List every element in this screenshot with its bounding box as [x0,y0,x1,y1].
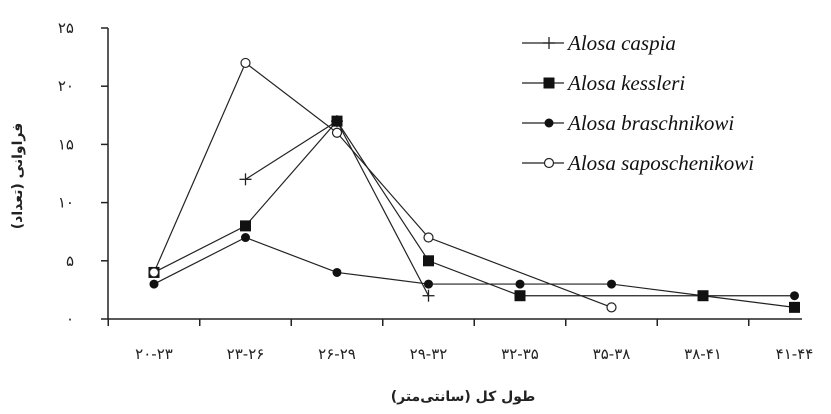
x-axis-title: طول کل (سانتی‌متر) [391,389,536,405]
circle-marker [332,267,342,277]
y-tick-label: ۱۰ [58,194,74,212]
y-tick-label: ۲۵ [58,19,74,37]
y-tick-label: ۱۵ [58,135,74,153]
circle-marker [698,291,708,301]
x-tick-label: ۲۳-۲۶ [227,345,265,363]
series-line-alosa-braschnikowi [153,236,795,297]
y-tick-label: ۲۰ [58,77,74,95]
square-marker [423,255,434,267]
square-marker [514,290,526,302]
y-tick-label: ۵ [66,252,74,270]
square-marker [789,301,800,313]
circle-marker [790,291,799,301]
plus-marker [239,173,252,186]
open-circle-marker [331,127,343,138]
x-tick-label: ۲۹-۳۲ [410,345,448,363]
circle-marker [149,279,159,289]
x-tick-label: ۳۸-۴۱ [684,345,722,363]
plus-marker [422,289,435,302]
series-markers [148,57,800,313]
y-ticks: ۰ ۵ ۱۰ ۱۵ ۲۰ ۲۵ [58,19,108,328]
open-circle-marker [148,267,160,278]
x-tick-label: ۴۱-۴۴ [776,345,814,363]
square-marker [331,115,343,127]
open-circle-marker [240,57,251,69]
legend-label: Alosa kessleri [566,71,685,95]
y-tick-label: ۰ [66,310,74,328]
square-marker [240,220,251,232]
open-circle-marker [606,302,617,313]
x-tick-label: ۲۰-۲۳ [135,345,173,363]
series-line-alosa-saposchenikowi [153,61,612,308]
open-circle-marker [543,157,555,169]
circle-marker [515,279,525,289]
x-tick-label: ۲۶-۲۹ [318,345,356,363]
legend-label: Alosa caspia [566,31,676,55]
x-ticks: ۲۰-۲۳ ۲۳-۲۶ ۲۶-۲۹ ۲۹-۳۲ ۳۲-۳۵ ۳۵-۳۸ ۳۸-۴۱ ۴۱-۴۴ [107,319,814,363]
circle-marker [544,118,554,128]
circle-marker [241,233,250,243]
legend: Alosa caspia Alosa kessleri Alosa braschni… [522,31,754,175]
series-lines [153,61,795,308]
legend-label: Alosa saposchenikowi [566,151,754,175]
x-tick-label: ۳۵-۳۸ [593,345,631,363]
axes [107,28,802,320]
circle-marker [424,279,433,289]
series-line-alosa-kessleri [153,120,795,308]
square-marker [543,77,555,89]
legend-label: Alosa braschnikowi [566,111,734,135]
open-circle-marker [423,232,434,243]
x-tick-label: ۳۲-۳۵ [501,345,539,363]
circle-marker [607,279,616,289]
plus-marker [543,37,555,49]
y-axis-title: فراوانی (تعداد) [10,123,26,230]
